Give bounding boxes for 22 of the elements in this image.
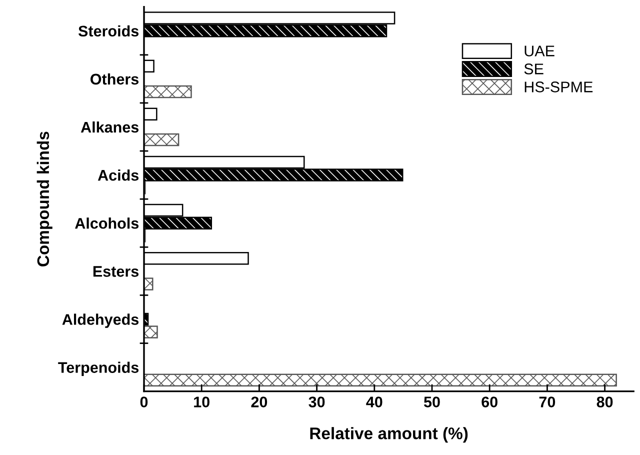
x-tick-label: 40 [366,396,382,408]
y-tick-label: Acids [98,169,139,181]
y-axis-title: Compound kinds [36,132,52,266]
y-tick-label: Terpenoids [58,362,139,376]
x-tick-label: 30 [308,396,325,408]
y-tick-label: Steroids [78,25,139,37]
x-tick-label: 60 [482,396,498,408]
x-tick-label: 20 [251,396,268,408]
y-tick-label: Esters [93,266,139,277]
x-tick-label: 70 [539,396,556,408]
y-tick-label: Alkanes [80,121,139,133]
y-tick-label: Others [90,73,139,85]
legend-label: UAE [524,46,554,56]
legend-label: HS-SPME [524,82,593,92]
y-tick-label: Alcohols [75,218,139,229]
x-tick-label: 10 [194,396,210,408]
x-tick-label: 80 [596,396,613,408]
legend-label: SE [524,64,544,74]
y-tick-label: Aldehyeds [62,314,139,328]
x-axis-title: Relative amount (%) [310,427,468,443]
x-tick-label: 50 [424,396,440,408]
x-tick-label: 0 [140,396,148,408]
